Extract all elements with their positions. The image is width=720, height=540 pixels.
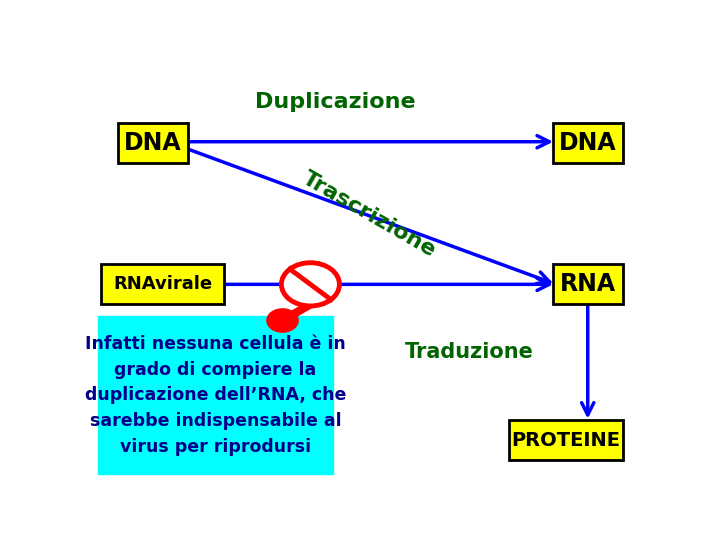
Text: DNA: DNA xyxy=(124,131,181,155)
FancyBboxPatch shape xyxy=(553,265,623,304)
Text: Trascrizione: Trascrizione xyxy=(299,168,439,261)
Text: Traduzione: Traduzione xyxy=(405,342,534,362)
FancyBboxPatch shape xyxy=(101,265,224,304)
Text: DNA: DNA xyxy=(559,131,617,155)
Text: PROTEINE: PROTEINE xyxy=(511,430,620,450)
FancyBboxPatch shape xyxy=(99,316,333,474)
Text: Duplicazione: Duplicazione xyxy=(255,92,416,112)
FancyBboxPatch shape xyxy=(553,123,623,163)
Circle shape xyxy=(282,263,339,306)
FancyBboxPatch shape xyxy=(118,123,188,163)
Text: Infatti nessuna cellula è in
grado di compiere la
duplicazione dell’RNA, che
sar: Infatti nessuna cellula è in grado di co… xyxy=(85,335,346,456)
Text: RNA: RNA xyxy=(560,272,616,296)
Circle shape xyxy=(267,309,298,332)
Text: RNAvirale: RNAvirale xyxy=(113,275,212,293)
FancyBboxPatch shape xyxy=(508,420,623,460)
